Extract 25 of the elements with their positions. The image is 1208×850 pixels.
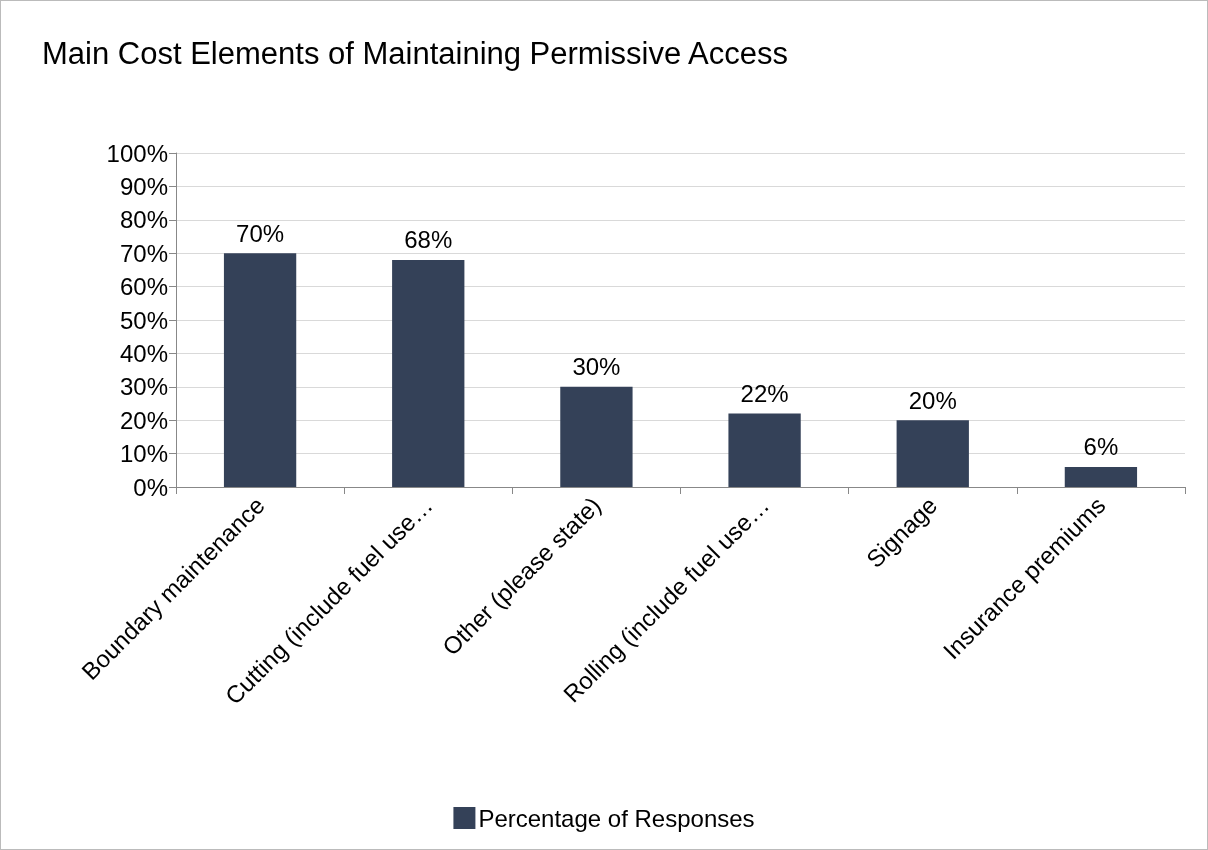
data-label: 22%	[740, 380, 789, 408]
data-label: 68%	[404, 226, 453, 254]
y-tick-label: 70%	[119, 239, 168, 267]
bar	[1064, 466, 1138, 487]
data-label: 70%	[236, 219, 285, 247]
y-tick-label: 90%	[119, 172, 168, 200]
bar	[896, 420, 969, 487]
y-tick-label: 50%	[119, 306, 168, 334]
y-tick-label: 10%	[119, 440, 168, 468]
y-tick-label: 0%	[133, 473, 168, 501]
data-label: 6%	[1083, 433, 1119, 461]
y-tick-label: 20%	[119, 406, 168, 434]
y-tick-label: 30%	[119, 373, 168, 401]
legend-label: Percentage of Responses	[478, 804, 755, 832]
bar	[223, 253, 297, 487]
y-tick-label: 100%	[106, 139, 168, 167]
bar	[728, 413, 801, 487]
bar	[560, 386, 633, 487]
y-tick-label: 80%	[119, 206, 168, 234]
y-tick-label: 60%	[119, 273, 168, 301]
data-label: 30%	[572, 353, 621, 381]
bar	[392, 259, 465, 487]
y-tick-label: 40%	[119, 339, 168, 367]
chart-title: Main Cost Elements of Maintaining Permissive Access	[42, 36, 789, 71]
data-label: 20%	[908, 386, 957, 414]
